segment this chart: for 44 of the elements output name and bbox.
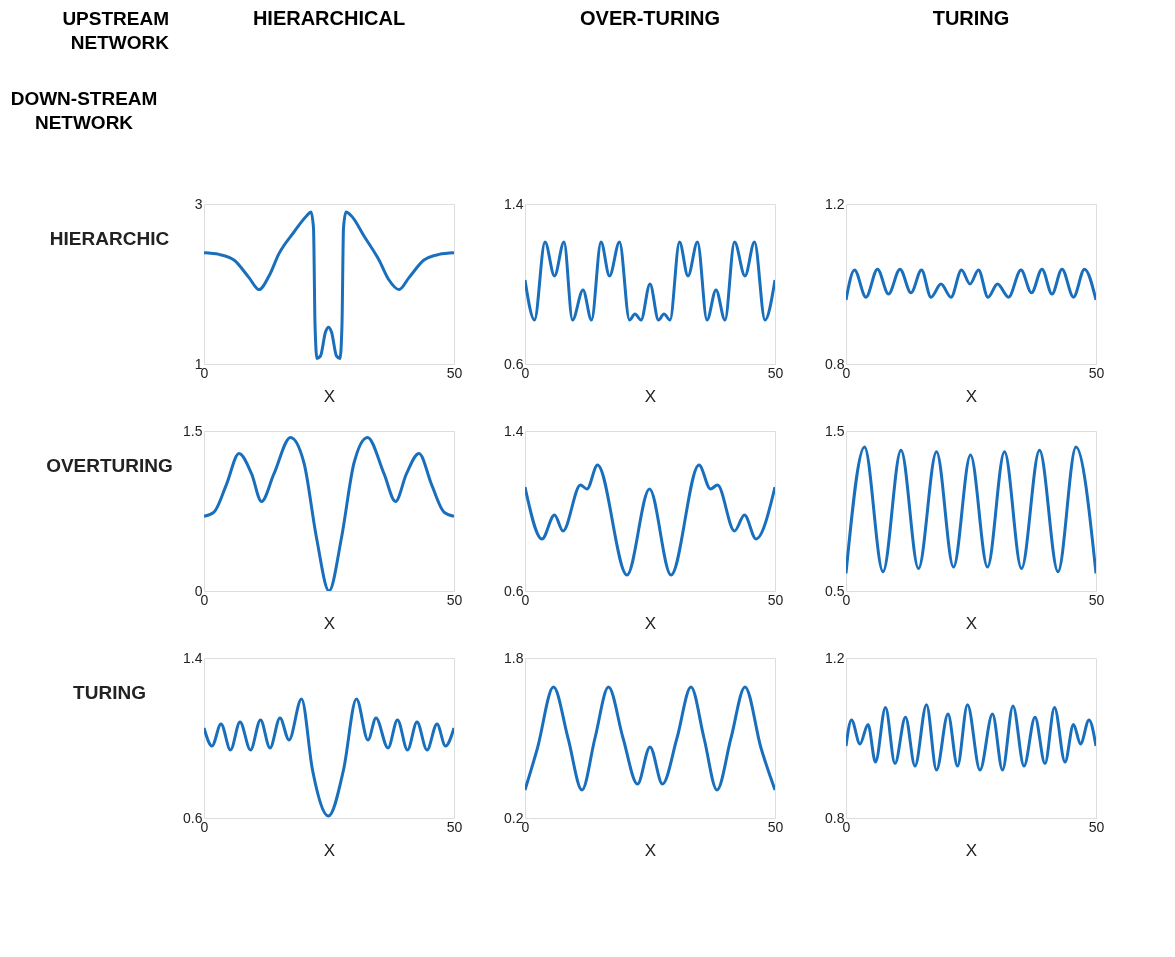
y-axis-title: HIERARCHIC xyxy=(49,227,170,249)
line-series xyxy=(846,267,1096,302)
y-tick-label: 1.2 xyxy=(825,649,845,666)
x-tick-label: 50 xyxy=(1088,364,1105,381)
line-series xyxy=(525,685,775,792)
x-tick-label: 50 xyxy=(767,364,784,381)
line-series xyxy=(204,210,454,360)
x-tick-label: 50 xyxy=(446,591,463,608)
text: UPSTREAM NETWORK xyxy=(62,8,170,53)
y-tick-label: 1.8 xyxy=(504,649,524,666)
x-axis-title: X xyxy=(644,386,657,406)
x-axis-title: X xyxy=(644,613,657,633)
x-tick-label: 50 xyxy=(1088,818,1105,835)
chart-title: OVER-TURING xyxy=(580,7,720,29)
line-series xyxy=(204,435,454,591)
x-axis-title: X xyxy=(965,840,978,860)
line-series xyxy=(846,445,1096,575)
x-tick-label: 50 xyxy=(1088,591,1105,608)
chart-title: HIERARCHICAL xyxy=(252,7,406,29)
y-tick-label: 1.5 xyxy=(183,422,203,439)
x-axis-title: X xyxy=(323,386,336,406)
chart-title: TURING xyxy=(932,7,1010,29)
y-axis-title: OVERTURING xyxy=(46,454,173,476)
x-tick-label: 50 xyxy=(767,591,784,608)
y-tick-label: 1.4 xyxy=(183,649,203,666)
y-tick-label: 1.4 xyxy=(504,195,524,212)
x-axis-title: X xyxy=(965,613,978,633)
line-series xyxy=(525,463,775,577)
x-axis-title: X xyxy=(965,386,978,406)
x-axis-title: X xyxy=(323,840,336,860)
y-tick-label: 1.2 xyxy=(825,195,845,212)
x-axis-title: X xyxy=(323,613,336,633)
text: DOWN-STREAM NETWORK xyxy=(10,88,158,133)
y-tick-label: 1.5 xyxy=(825,422,845,439)
x-tick-label: 50 xyxy=(446,364,463,381)
y-tick-label: 3 xyxy=(194,195,203,212)
x-axis-title: X xyxy=(644,840,657,860)
line-series xyxy=(204,697,454,818)
line-series xyxy=(846,703,1096,772)
x-tick-label: 50 xyxy=(767,818,784,835)
y-axis-title: TURING xyxy=(73,681,146,703)
x-tick-label: 50 xyxy=(446,818,463,835)
line-series xyxy=(525,240,775,322)
y-tick-label: 1.4 xyxy=(504,422,524,439)
